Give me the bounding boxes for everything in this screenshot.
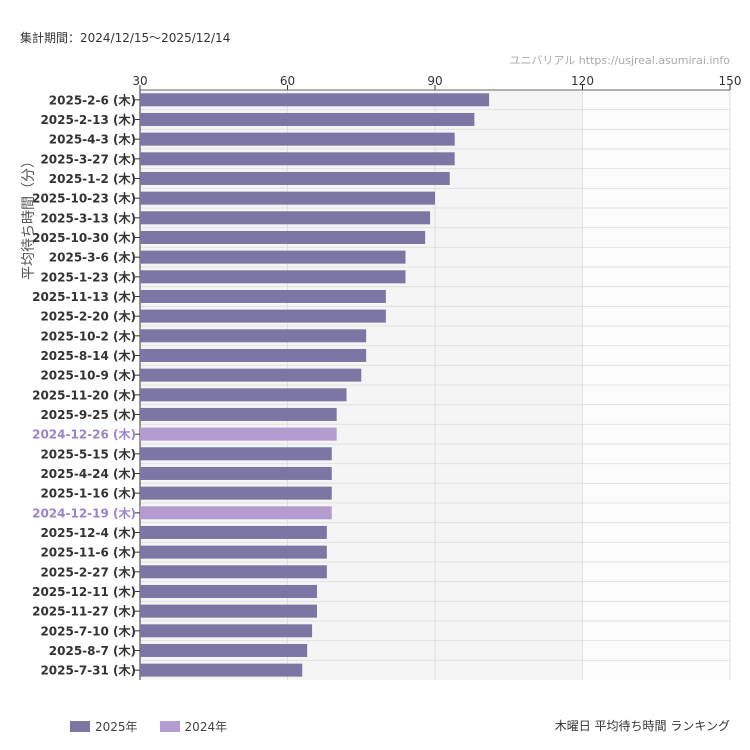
y-tick-label: 2025-10-30 (木) [32,230,136,245]
y-tick-label: 2025-8-7 (木) [49,643,136,658]
legend-label: 2024年 [184,720,228,734]
bar [140,250,406,264]
bar [140,132,455,146]
bar [140,230,426,244]
y-tick-label: 2025-11-20 (木) [32,387,136,402]
bar [140,604,317,618]
y-tick-label: 2025-9-25 (木) [40,407,136,422]
y-tick-label: 2025-12-4 (木) [40,525,136,540]
y-tick-label: 2025-1-2 (木) [49,171,136,186]
y-tick-label: 2024-12-19 (木) [32,505,136,520]
legend-swatch [159,721,180,732]
y-tick-label: 2025-2-20 (木) [40,309,136,324]
bar [140,289,386,303]
bar [140,486,332,500]
legend-item-2024: 2024年 [159,718,228,735]
bar [140,309,386,323]
aggregation-period: 集計期間：2024/12/15〜2025/12/14 [20,31,231,45]
bar [140,506,332,520]
y-tick-label: 2025-2-6 (木) [49,92,136,107]
x-tick-label: 90 [427,74,442,88]
source-credit: ユニバリアル https://usjreal.asumirai.info [509,54,730,67]
y-tick-label: 2025-5-15 (木) [40,446,136,461]
x-tick-label: 150 [719,74,742,88]
bar [140,643,308,657]
y-tick-label: 2025-10-23 (木) [32,191,136,206]
bar [140,191,435,205]
y-tick-label: 2025-3-27 (木) [40,151,136,166]
legend-item-2025: 2025年 [70,718,138,735]
y-tick-label: 2025-11-27 (木) [32,604,136,619]
y-tick-label: 2025-3-13 (木) [40,210,136,225]
legend-label: 2025年 [95,720,138,734]
bar-chart: 30 60 90 120 150 2025-2-6 (木) 2025-2-13 (木) 202… [32,74,742,680]
y-tick-label: 2025-10-9 (木) [40,368,136,383]
y-tick-label: 2025-8-14 (木) [40,348,136,363]
bar [140,663,303,677]
bar [140,584,317,598]
bar [140,388,347,402]
y-tick-label: 2024-12-26 (木) [32,427,136,442]
legend: 2025年 2024年 [70,718,227,735]
bar [140,368,362,382]
bar [140,93,490,107]
y-tick-label: 2025-1-16 (木) [40,486,136,501]
y-tick-label: 2025-7-10 (木) [40,623,136,638]
bar [140,112,475,126]
y-tick-label: 2025-7-31 (木) [40,663,136,678]
bar [140,211,431,225]
y-tick-label: 2025-12-11 (木) [32,584,136,599]
y-tick-label: 2025-11-6 (木) [40,545,136,560]
bar [140,270,406,284]
y-tick-label: 2025-11-13 (木) [32,289,136,304]
chart-caption: 木曜日 平均待ち時間 ランキング [554,719,730,733]
bar [140,427,337,441]
bar [140,171,450,185]
y-tick-label: 2025-1-23 (木) [40,269,136,284]
x-tick-label: 30 [132,74,147,88]
y-tick-label: 2025-10-2 (木) [40,328,136,343]
bar [140,447,332,461]
bar [140,152,455,166]
bar [140,466,332,480]
x-tick-label: 60 [280,74,295,88]
bar [140,407,337,421]
bar [140,525,327,539]
legend-swatch [70,721,90,732]
y-tick-label: 2025-2-27 (木) [40,564,136,579]
bar [140,329,367,343]
x-tick-label: 120 [571,74,594,88]
bar [140,624,313,638]
bar [140,348,367,362]
y-tick-label: 2025-2-13 (木) [40,112,136,127]
y-tick-label: 2025-4-24 (木) [40,466,136,481]
y-tick-label: 2025-4-3 (木) [49,132,136,147]
bar [140,545,327,559]
bar [140,565,327,579]
y-tick-label: 2025-3-6 (木) [49,250,136,265]
